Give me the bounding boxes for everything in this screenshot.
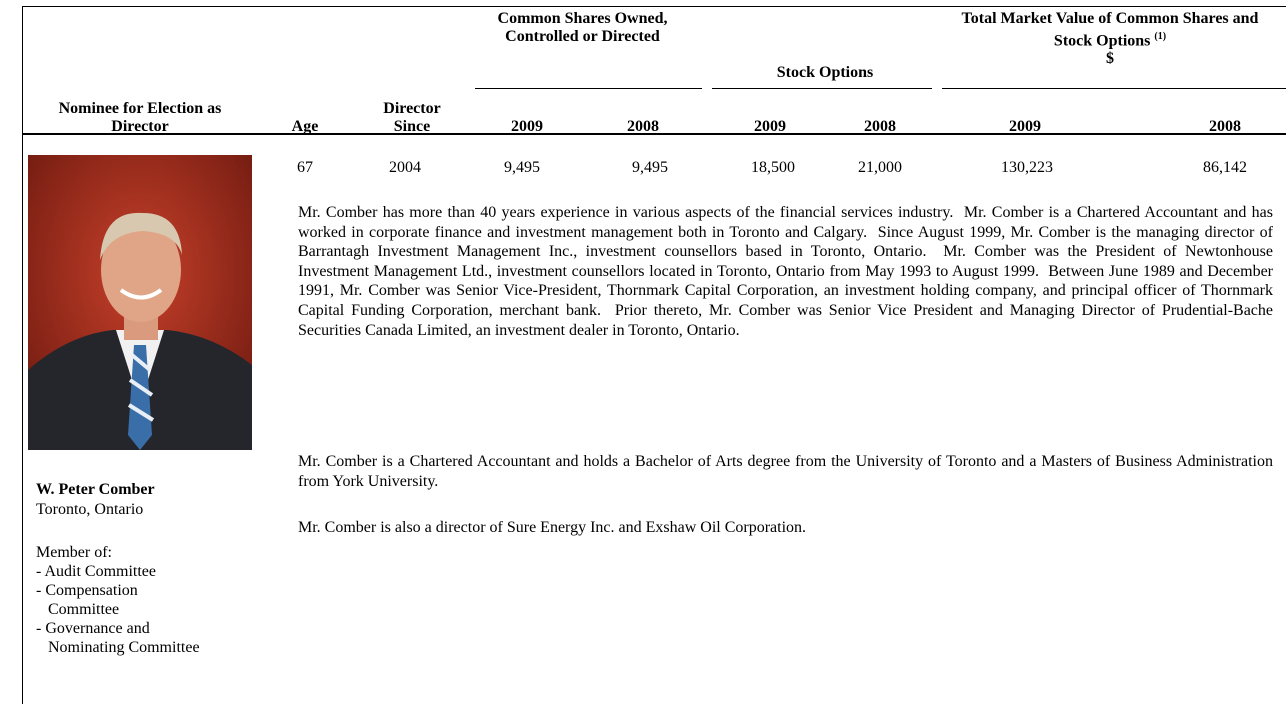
- cell-value: 9,495: [504, 159, 540, 176]
- cell-value: 67: [297, 159, 313, 176]
- nominee-name: W. Peter Comber: [36, 481, 155, 498]
- group-rule: [712, 88, 932, 89]
- cell-value: 130,223: [1001, 159, 1053, 176]
- cell-value: 18,500: [751, 159, 795, 176]
- committee: - Compensation Committee: [36, 582, 138, 618]
- cell-value: 21,000: [858, 159, 902, 176]
- header-year: 2008: [1209, 118, 1241, 135]
- header-year: 2008: [627, 118, 659, 135]
- header-nominee: Nominee for Election as Director: [58, 100, 222, 135]
- header-director-since: Director Since: [383, 100, 441, 135]
- header-year: 2009: [1009, 118, 1041, 135]
- footnote-mark: (1): [1154, 31, 1167, 42]
- top-rule: [22, 6, 1286, 7]
- header-market-value-title: Total Market Value of Common Shares and …: [961, 10, 1259, 50]
- bio-paragraph: Mr. Comber has more than 40 years experi…: [298, 204, 1277, 339]
- cell-value: 9,495: [632, 159, 668, 176]
- cell-value: 86,142: [1203, 159, 1247, 176]
- header-unit: $: [1106, 50, 1114, 68]
- cell-value: 2004: [389, 159, 421, 176]
- header-year: 2008: [864, 118, 896, 135]
- header-year: 2009: [511, 118, 543, 135]
- header-year: 2009: [754, 118, 786, 135]
- header-age: Age: [291, 118, 319, 135]
- header-rule: [22, 133, 1286, 135]
- group-rule: [942, 88, 1286, 89]
- bio-paragraph: Mr. Comber is a Chartered Accountant and…: [298, 453, 1277, 490]
- header-common-shares: Common Shares Owned, Controlled or Direc…: [497, 10, 668, 45]
- nominee-info: W. Peter Comber Toronto, Ontario Member …: [36, 480, 256, 657]
- bio-paragraph: Mr. Comber is also a director of Sure En…: [298, 519, 807, 536]
- portrait-photo: [28, 155, 252, 450]
- left-rule: [22, 6, 23, 704]
- header-market-value: Total Market Value of Common Shares and …: [945, 10, 1275, 68]
- header-stock-options: Stock Options: [776, 64, 874, 81]
- committee: - Audit Committee: [36, 563, 156, 580]
- member-of: Member of:: [36, 544, 112, 561]
- committee: - Governance and Nominating Committee: [36, 620, 200, 656]
- nominee-location: Toronto, Ontario: [36, 501, 144, 518]
- group-rule: [475, 88, 702, 89]
